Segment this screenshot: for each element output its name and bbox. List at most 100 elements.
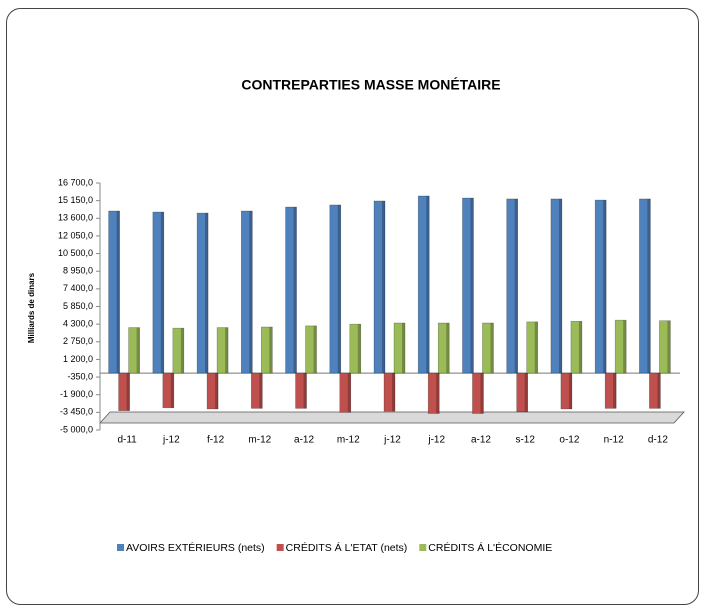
x-tick-label: a-12 (471, 435, 491, 446)
bar-side (446, 323, 450, 374)
bar (152, 211, 165, 374)
bar-side (667, 320, 671, 374)
y-tick-label: 1 200,0 (63, 354, 93, 364)
y-tick-label: 16 700,0 (58, 177, 93, 187)
x-tick-label: j-12 (427, 435, 445, 446)
bar-side (225, 327, 229, 374)
bar-side (603, 200, 607, 374)
x-tick-label: j-12 (162, 435, 180, 446)
y-tick-label: 12 050,0 (58, 230, 93, 240)
bar-side (259, 373, 263, 409)
x-tick-label: n-12 (604, 435, 624, 446)
bar (295, 372, 307, 409)
bar (118, 372, 130, 411)
y-tick-label: 15 150,0 (58, 195, 93, 205)
bar-side (126, 373, 130, 411)
legend-swatch (419, 544, 427, 551)
bar (482, 322, 494, 374)
bar (329, 204, 342, 374)
x-tick-label: o-12 (559, 435, 579, 446)
bar-side (215, 373, 219, 409)
bar (427, 372, 440, 414)
x-tick-label: d-11 (117, 435, 137, 446)
bar (594, 199, 607, 374)
y-tick-label: -350,0 (67, 371, 93, 381)
bar (108, 210, 120, 374)
bar-side (623, 320, 627, 374)
x-tick-label: f-12 (207, 435, 225, 446)
bar (472, 372, 484, 414)
bar-side (382, 200, 385, 374)
bar-side (303, 373, 307, 409)
bar-side (524, 373, 528, 412)
bar-side (392, 373, 395, 412)
bar-side (402, 323, 405, 374)
legend-label: CRÉDITS Á L'ETAT (nets) (286, 541, 408, 554)
bar-side (426, 195, 430, 374)
bar-side (436, 373, 440, 414)
bar-side (514, 198, 518, 374)
bar-side (613, 373, 617, 409)
bar-side (170, 373, 174, 408)
chart-title: CONTREPARTIES MASSE MONÉTAIRE (241, 77, 500, 93)
bar-side (116, 211, 120, 374)
bar (172, 327, 185, 374)
bar-side (180, 328, 184, 374)
bar (639, 198, 651, 374)
bar-side (470, 198, 474, 374)
bar (560, 372, 573, 410)
y-tick-label: 5 850,0 (63, 301, 93, 311)
y-tick-label: 10 500,0 (58, 248, 93, 258)
bar-side (558, 198, 562, 374)
bar (649, 372, 661, 409)
bar-side (534, 321, 538, 374)
bar-side (313, 325, 317, 374)
y-tick-label: 7 400,0 (63, 283, 93, 293)
bar (349, 323, 362, 374)
chart-frame (6, 8, 699, 605)
y-tick-label: -5 000,0 (60, 424, 93, 434)
x-tick-label: d-12 (648, 435, 668, 446)
bar (383, 372, 396, 412)
y-tick-label: -3 450,0 (60, 407, 93, 417)
bar-side (293, 207, 297, 374)
bar (659, 320, 671, 374)
bar (614, 319, 627, 374)
bar (339, 372, 352, 413)
bar-side (337, 204, 341, 374)
legend-label: CRÉDITS Á L'ÉCONOMIE (428, 541, 552, 554)
bar-side (490, 323, 494, 374)
bar-side (160, 212, 164, 374)
bar-side (357, 324, 361, 374)
bar-side (205, 213, 209, 374)
bar-side (647, 198, 651, 374)
bar (285, 206, 297, 374)
bar (526, 321, 538, 374)
legend-label: AVOIRS EXTÉRIEURS (nets) (126, 541, 265, 554)
y-tick-label: 8 950,0 (63, 266, 93, 276)
bar (417, 195, 430, 374)
bar (251, 372, 263, 409)
bar (206, 372, 219, 410)
floor (99, 411, 685, 424)
bar-side (347, 373, 351, 413)
bar (437, 322, 450, 374)
bar (241, 210, 253, 374)
legend-swatch (117, 544, 124, 551)
x-tick-label: s-12 (515, 435, 535, 446)
y-tick-label: 13 600,0 (58, 213, 93, 223)
bar-side (480, 373, 484, 414)
bar (570, 320, 583, 374)
bar (305, 325, 317, 374)
bar-side (249, 211, 253, 374)
x-tick-label: j-12 (383, 435, 401, 446)
y-axis-label: Milliards de dinars (27, 272, 36, 343)
bar-side (578, 321, 582, 374)
bar (506, 198, 518, 374)
bar (516, 372, 528, 413)
x-tick-label: m-12 (337, 435, 360, 446)
y-tick-label: -1 900,0 (60, 389, 93, 399)
bar-side (269, 326, 273, 374)
bar (162, 372, 175, 409)
